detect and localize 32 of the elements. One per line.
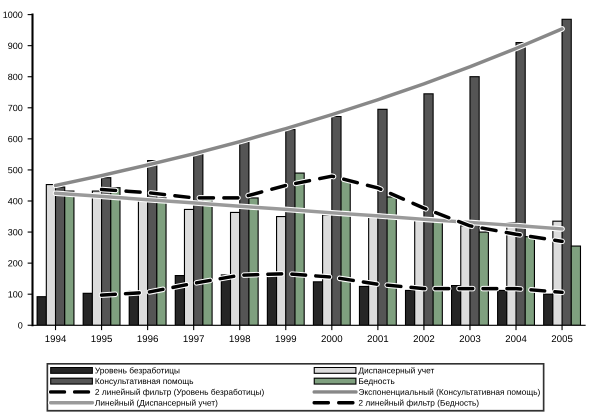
legend-label: Консультативная помощь bbox=[96, 378, 194, 386]
x-tick-label: 2000 bbox=[322, 335, 342, 342]
x-tick-label: 2004 bbox=[506, 335, 527, 342]
legend-label: 2 линейный фильтр (Бедность) bbox=[358, 400, 479, 408]
y-tick-label: 100 bbox=[8, 291, 22, 298]
y-tick-label: 300 bbox=[8, 229, 22, 236]
x-tick-label: 2005 bbox=[552, 335, 572, 342]
y-tick-label: 900 bbox=[8, 42, 22, 50]
y-tick-label: 500 bbox=[8, 166, 22, 174]
y-tick-label: 800 bbox=[8, 74, 22, 80]
legend-label: 2 линейный фильтр (Уровень безработицы) bbox=[95, 388, 264, 397]
y-tick-label: 700 bbox=[8, 104, 22, 112]
y-tick-label: 1000 bbox=[3, 12, 22, 18]
x-tick-label: 2003 bbox=[460, 335, 480, 342]
y-tick-label: 200 bbox=[8, 260, 22, 266]
y-tick-label: 600 bbox=[8, 136, 22, 142]
legend-label: Бедность bbox=[359, 378, 394, 386]
y-tick-label: 400 bbox=[8, 198, 22, 204]
x-tick-label: 1996 bbox=[138, 335, 158, 342]
y-tick-label: 0 bbox=[18, 322, 22, 329]
legend-label: Экспоненциальный (Консультативная помощь) bbox=[358, 388, 540, 397]
x-tick-label: 1997 bbox=[184, 335, 204, 342]
legend-label: Диспансерный учет bbox=[358, 367, 434, 376]
x-tick-label: 2002 bbox=[414, 335, 434, 342]
x-tick-label: 1998 bbox=[230, 335, 250, 342]
line-series bbox=[52, 26, 565, 188]
x-tick-label: 1999 bbox=[276, 335, 296, 342]
x-tick-label: 1994 bbox=[45, 335, 66, 342]
legend-label: Уровень безработицы bbox=[95, 367, 180, 376]
x-tick-label: 2001 bbox=[368, 335, 388, 342]
legend-label: Линейный (Диспансерный учет) bbox=[94, 400, 218, 408]
x-tick-label: 1995 bbox=[92, 335, 112, 342]
